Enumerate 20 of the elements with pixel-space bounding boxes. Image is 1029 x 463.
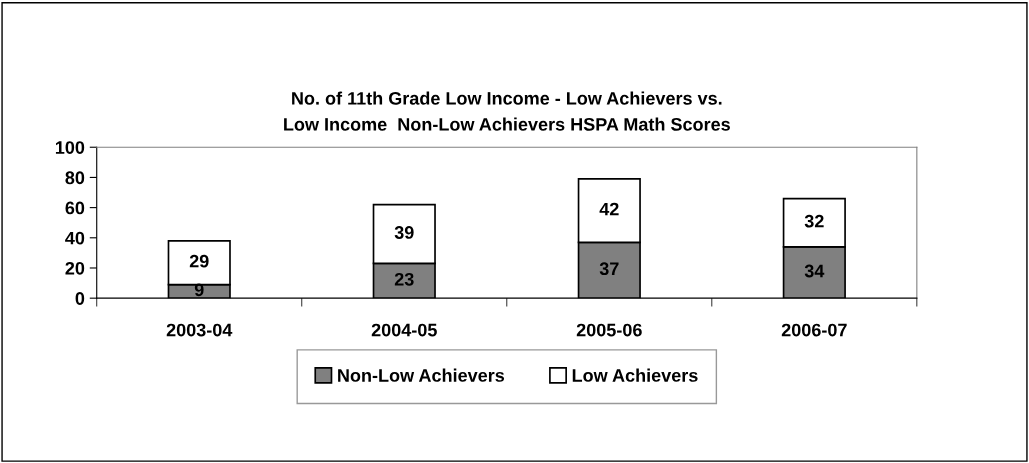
x-tick-label: 2004-05 [371,323,437,337]
chart-title: No. of 11th Grade Low Income - Low Achievers vs. Low Income Non-Low Achievers HSPA Math Scores [284,91,730,131]
data-label: 39 [394,226,414,239]
legend-label: Non-Low Achievers [338,368,505,382]
data-label: 42 [599,202,619,216]
y-tick-label: 40 [65,231,85,245]
data-label: 37 [599,262,619,276]
x-tick-label: 2005-06 [576,323,642,337]
y-tick-label: 80 [65,171,85,185]
x-tick-label: 2003-04 [166,323,233,337]
data-label: 34 [804,264,825,278]
data-label: 23 [394,272,414,286]
y-tick-label: 20 [65,261,85,275]
legend-label: Low Achievers [572,368,698,382]
y-tick-label: 60 [65,201,85,215]
y-tick-label: 0 [75,292,85,305]
data-label: 29 [189,254,209,268]
data-label: 32 [804,214,824,228]
x-tick-label: 2006-07 [781,323,847,337]
y-tick-label: 100 [55,141,85,154]
